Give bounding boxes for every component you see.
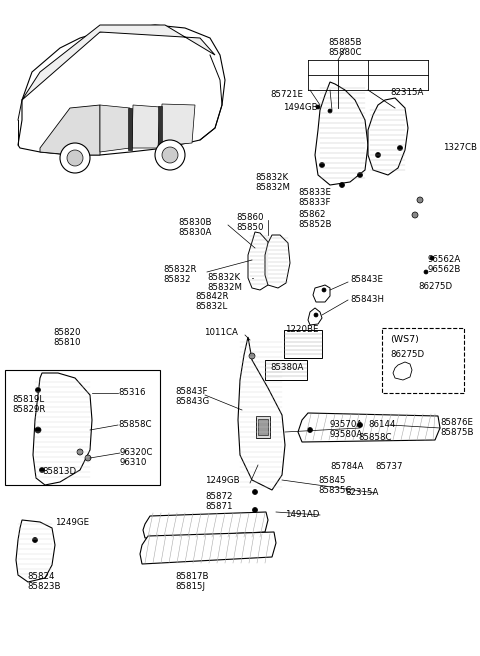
Polygon shape (160, 104, 195, 146)
Circle shape (316, 105, 320, 109)
Text: 85380A: 85380A (270, 363, 303, 372)
Circle shape (397, 146, 403, 150)
Circle shape (60, 143, 90, 173)
Circle shape (67, 150, 83, 166)
Text: 85820
85810: 85820 85810 (53, 328, 81, 348)
Text: 85845
85835C: 85845 85835C (318, 476, 351, 495)
Polygon shape (238, 337, 285, 490)
Bar (265, 360, 307, 380)
Text: 1494GB: 1494GB (283, 103, 318, 112)
Text: 85858C: 85858C (118, 420, 152, 429)
Text: 85819L
85829R: 85819L 85829R (12, 395, 46, 415)
Circle shape (252, 508, 257, 512)
Text: 1327CB: 1327CB (443, 143, 477, 152)
Text: 85832K
85832M: 85832K 85832M (207, 273, 242, 293)
Text: 1249GB: 1249GB (205, 476, 240, 485)
Bar (258, 419, 268, 435)
Text: 85833E
85833F: 85833E 85833F (298, 188, 331, 207)
Polygon shape (16, 520, 55, 582)
Circle shape (339, 182, 345, 188)
Text: 85876E
85875B: 85876E 85875B (440, 418, 473, 438)
Polygon shape (143, 512, 268, 538)
Text: 85817B
85815J: 85817B 85815J (175, 572, 208, 592)
Text: 85784A: 85784A (330, 462, 363, 471)
Text: 86144: 86144 (368, 420, 396, 429)
Text: 96320C
96310: 96320C 96310 (120, 448, 154, 467)
Text: 85885B
85880C: 85885B 85880C (328, 38, 362, 57)
Circle shape (77, 449, 83, 455)
Polygon shape (368, 98, 408, 175)
Text: 85832K
85832M: 85832K 85832M (255, 173, 290, 192)
Circle shape (322, 288, 326, 292)
Text: 86275D: 86275D (418, 282, 452, 291)
Polygon shape (265, 235, 290, 288)
Circle shape (33, 537, 37, 543)
Circle shape (358, 173, 362, 178)
Circle shape (39, 468, 45, 472)
Polygon shape (22, 25, 215, 100)
Text: 85843F
85843G: 85843F 85843G (175, 387, 209, 407)
Circle shape (308, 428, 312, 432)
Text: 82315A: 82315A (390, 88, 423, 97)
Polygon shape (313, 285, 330, 302)
Bar (382, 328, 464, 393)
Polygon shape (18, 25, 225, 155)
Polygon shape (315, 82, 368, 185)
Bar (5, 370, 160, 485)
Text: 1249GE: 1249GE (55, 518, 89, 527)
Bar (256, 416, 270, 438)
Text: 85843E: 85843E (350, 275, 383, 284)
Circle shape (85, 455, 91, 461)
Circle shape (430, 256, 434, 260)
Text: 85824
85823B: 85824 85823B (27, 572, 60, 592)
Circle shape (328, 109, 332, 113)
Text: 85832R
85832: 85832R 85832 (163, 265, 196, 285)
Circle shape (417, 197, 423, 203)
Polygon shape (393, 362, 412, 380)
Circle shape (358, 422, 362, 428)
Text: 96562A
96562B: 96562A 96562B (428, 255, 461, 274)
Text: 85830B
85830A: 85830B 85830A (178, 218, 212, 237)
Circle shape (375, 152, 381, 157)
Text: 85737: 85737 (375, 462, 403, 471)
Text: (WS7): (WS7) (390, 335, 419, 344)
Polygon shape (128, 108, 132, 150)
Polygon shape (40, 105, 100, 155)
Text: 85842R
85832L: 85842R 85832L (195, 292, 228, 312)
Text: 85858C: 85858C (358, 433, 392, 442)
Circle shape (35, 427, 41, 433)
Bar (284, 330, 322, 358)
Text: 85843H: 85843H (350, 295, 384, 304)
Polygon shape (140, 532, 276, 564)
Circle shape (320, 163, 324, 167)
Text: 85721E: 85721E (270, 90, 303, 99)
Text: 85316: 85316 (118, 388, 145, 397)
Text: 82315A: 82315A (345, 488, 378, 497)
Circle shape (412, 212, 418, 218)
Text: 85872
85871: 85872 85871 (205, 492, 232, 512)
Polygon shape (308, 308, 322, 325)
Circle shape (252, 489, 257, 495)
Polygon shape (132, 105, 160, 148)
Text: 85862
85852B: 85862 85852B (298, 210, 332, 230)
Circle shape (155, 140, 185, 170)
Circle shape (314, 313, 318, 317)
Text: 86275D: 86275D (390, 350, 424, 359)
Text: 85860
85850: 85860 85850 (236, 213, 264, 232)
Polygon shape (158, 106, 162, 148)
Text: 1220BE: 1220BE (285, 325, 319, 334)
Text: 85813D: 85813D (42, 467, 76, 476)
Polygon shape (100, 105, 130, 152)
Polygon shape (33, 373, 92, 485)
Text: 1491AD: 1491AD (285, 510, 319, 519)
Text: 93570A
93580A: 93570A 93580A (330, 420, 363, 440)
Circle shape (36, 388, 40, 392)
Polygon shape (298, 413, 440, 442)
Text: 1011CA: 1011CA (204, 328, 238, 337)
Circle shape (424, 270, 428, 274)
Polygon shape (248, 232, 270, 290)
Circle shape (162, 147, 178, 163)
Circle shape (249, 353, 255, 359)
